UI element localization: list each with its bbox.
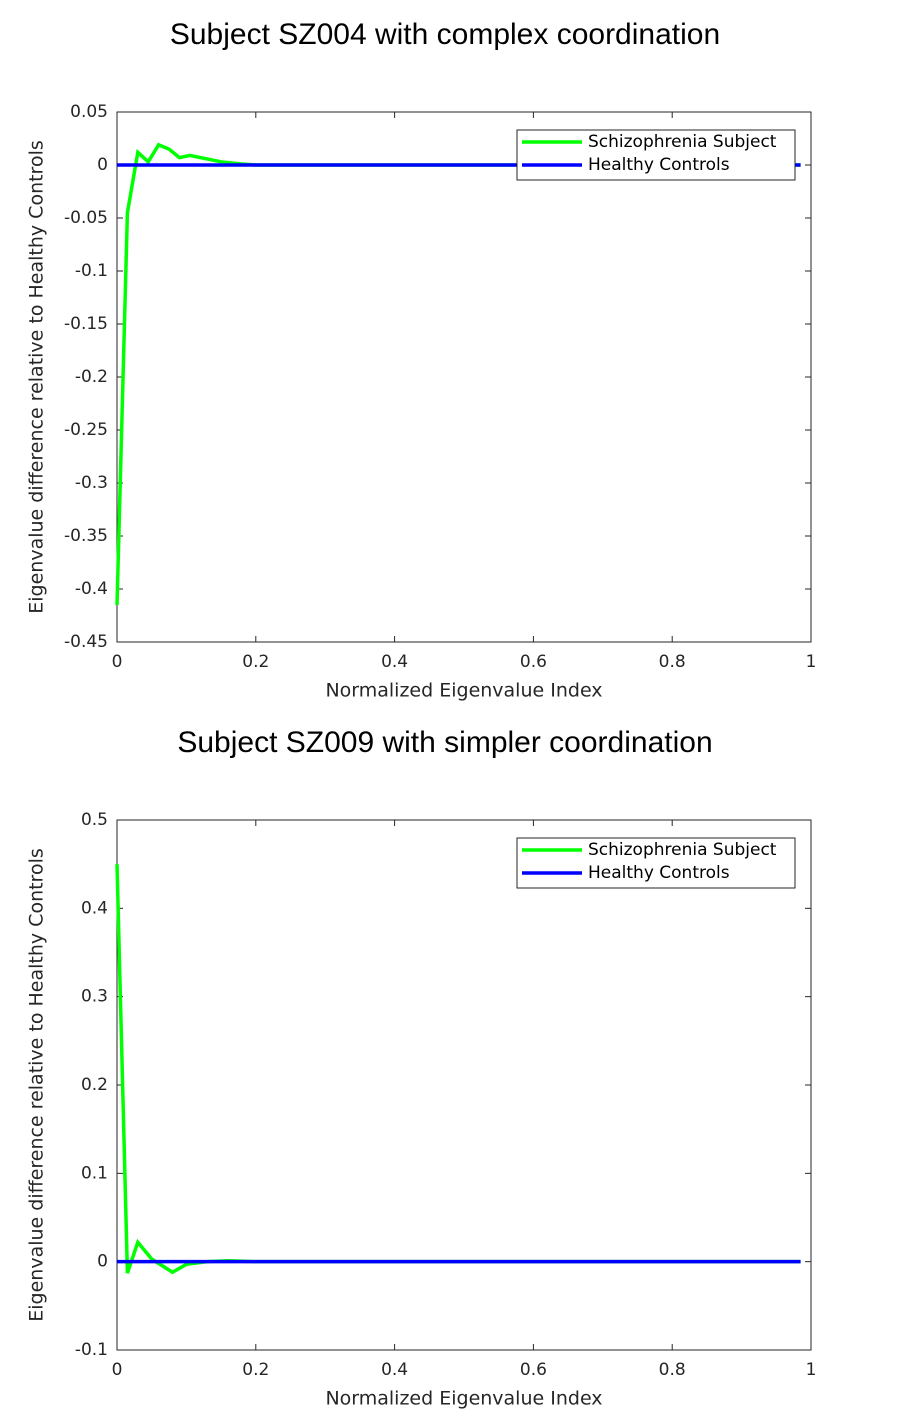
- x-tick-label: 0.8: [659, 1360, 686, 1380]
- y-tick-label: -0.35: [64, 526, 108, 546]
- plot-area: [116, 819, 812, 1351]
- y-axis-label: Eigenvalue difference relative to Health…: [26, 140, 48, 614]
- y-axis-label: Eigenvalue difference relative to Health…: [26, 848, 48, 1322]
- y-tick-label: -0.2: [75, 367, 108, 387]
- y-tick-label: -0.1: [75, 1340, 108, 1360]
- x-tick-label: 0.2: [242, 652, 269, 672]
- y-tick-label: -0.1: [75, 261, 108, 281]
- y-tick-label: 0.5: [81, 810, 108, 830]
- plot-area: [116, 111, 812, 643]
- y-tick-label: -0.3: [75, 473, 108, 493]
- legend-box: [516, 837, 796, 889]
- x-tick-label: 0.4: [381, 1360, 408, 1380]
- legend-label: Schizophrenia Subject: [588, 840, 777, 860]
- legend-label: Healthy Controls: [588, 863, 730, 883]
- legend-label: Healthy Controls: [588, 155, 730, 175]
- y-tick-label: -0.25: [64, 420, 108, 440]
- chart-title: Subject SZ004 with complex coordination: [170, 18, 720, 51]
- x-tick-label: 0.2: [242, 1360, 269, 1380]
- x-tick-label: 0.4: [381, 652, 408, 672]
- chart-title: Subject SZ009 with simpler coordination: [177, 726, 712, 759]
- x-tick-label: 0: [112, 1360, 123, 1380]
- x-tick-label: 1: [806, 652, 817, 672]
- y-tick-label: 0: [97, 155, 108, 175]
- y-tick-label: -0.45: [64, 632, 108, 652]
- x-tick-label: 0.6: [520, 1360, 547, 1380]
- x-axis-label: Normalized Eigenvalue Index: [325, 680, 602, 702]
- x-tick-label: 0.8: [659, 652, 686, 672]
- x-axis-label: Normalized Eigenvalue Index: [325, 1388, 602, 1410]
- y-tick-label: 0.3: [81, 987, 108, 1007]
- y-tick-label: 0: [97, 1252, 108, 1272]
- legend-label: Schizophrenia Subject: [588, 132, 777, 152]
- y-tick-label: -0.05: [64, 208, 108, 228]
- x-tick-label: 0.6: [520, 652, 547, 672]
- y-tick-label: -0.4: [75, 579, 108, 599]
- x-tick-label: 1: [806, 1360, 817, 1380]
- y-tick-label: 0.2: [81, 1075, 108, 1095]
- y-tick-label: -0.15: [64, 314, 108, 334]
- x-tick-label: 0: [112, 652, 123, 672]
- y-tick-label: 0.1: [81, 1163, 108, 1183]
- y-tick-label: 0.4: [81, 898, 108, 918]
- legend-box: [516, 129, 796, 181]
- y-tick-label: 0.05: [70, 102, 108, 122]
